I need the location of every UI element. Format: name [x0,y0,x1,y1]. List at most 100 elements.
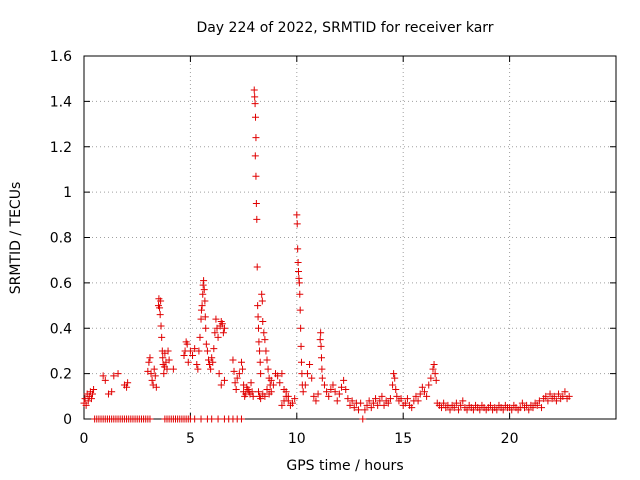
data-point [372,395,380,403]
data-point [293,220,301,228]
data-point [357,399,365,407]
data-point [325,392,333,400]
data-point [427,374,435,382]
data-point [463,406,471,414]
data-point [169,365,177,373]
data-point [301,381,309,389]
data-point [308,374,316,382]
data-point [446,406,454,414]
y-tick-label: 0.6 [50,276,72,292]
data-point [150,365,158,373]
data-point [327,386,335,394]
data-point [294,258,302,266]
data-point [233,374,241,382]
data-point [440,399,448,407]
data-point [152,383,160,391]
data-point [189,351,197,359]
data-point [183,340,191,348]
data-point [561,388,569,396]
data-point [202,340,210,348]
data-point [262,347,270,355]
data-point [416,390,424,398]
data-point [378,392,386,400]
data-point [191,415,199,423]
data-point [164,347,172,355]
data-point [263,356,271,364]
data-point [261,336,269,344]
data-point [450,404,458,412]
data-point [265,390,273,398]
data-point [201,297,209,305]
data-point [203,347,211,355]
data-point [276,379,284,387]
data-point [230,367,238,375]
data-point [337,383,345,391]
x-tick-labels: 0 5 10 15 20 [80,431,519,447]
y-tick-labels: 0 0.2 0.4 0.6 0.8 1 1.2 1.4 1.6 [50,49,72,428]
data-point [329,381,337,389]
data-point [267,376,275,384]
chart-title: Day 224 of 2022, SRMTID for receiver kar… [196,20,493,36]
data-point [207,365,215,373]
data-point [196,333,204,341]
data-point [299,388,307,396]
data-point [215,370,223,378]
data-point [124,379,132,387]
data-point [239,365,247,373]
data-point [159,354,167,362]
y-tick-label: 0 [63,412,72,428]
y-tick-label: 0.2 [50,367,72,383]
data-point [252,134,260,142]
data-point [552,397,560,405]
data-point [101,376,109,384]
data-point [145,358,153,366]
data-point [258,297,266,305]
data-point [163,365,171,373]
data-point [250,86,258,94]
data-point [529,404,537,412]
data-point [403,395,411,403]
data-point [420,388,428,396]
data-point [252,199,260,207]
data-point [390,370,398,378]
data-point [508,406,516,414]
data-point [294,245,302,253]
data-point [251,152,259,160]
x-tick-label: 10 [288,431,306,447]
y-tick-label: 1.6 [50,49,72,65]
data-point [114,370,122,378]
data-point [254,388,262,396]
data-point [82,401,90,409]
data-point [259,317,267,325]
data-point [297,342,305,350]
data-point [533,401,541,409]
data-point [542,392,550,400]
data-point [108,388,116,396]
data-point [274,372,282,380]
data-point [156,304,164,312]
data-point [340,376,348,384]
data-point [269,381,277,389]
data-point [99,372,107,380]
data-point [148,376,156,384]
data-point [254,302,262,310]
data-point [197,415,205,423]
data-point [320,381,328,389]
data-point [355,406,363,414]
data-point [306,361,314,369]
data-point [193,361,201,369]
data-point [323,388,331,396]
x-tick-label: 15 [394,431,412,447]
data-point [254,313,262,321]
data-point [253,215,261,223]
data-point [110,372,118,380]
data-point [256,358,264,366]
data-point [157,297,165,305]
data-point [217,381,225,389]
data-point [389,381,397,389]
data-point [157,322,165,330]
data-point [247,379,255,387]
y-tick-label: 0.8 [50,231,72,247]
data-point [565,392,573,400]
data-point [289,399,297,407]
